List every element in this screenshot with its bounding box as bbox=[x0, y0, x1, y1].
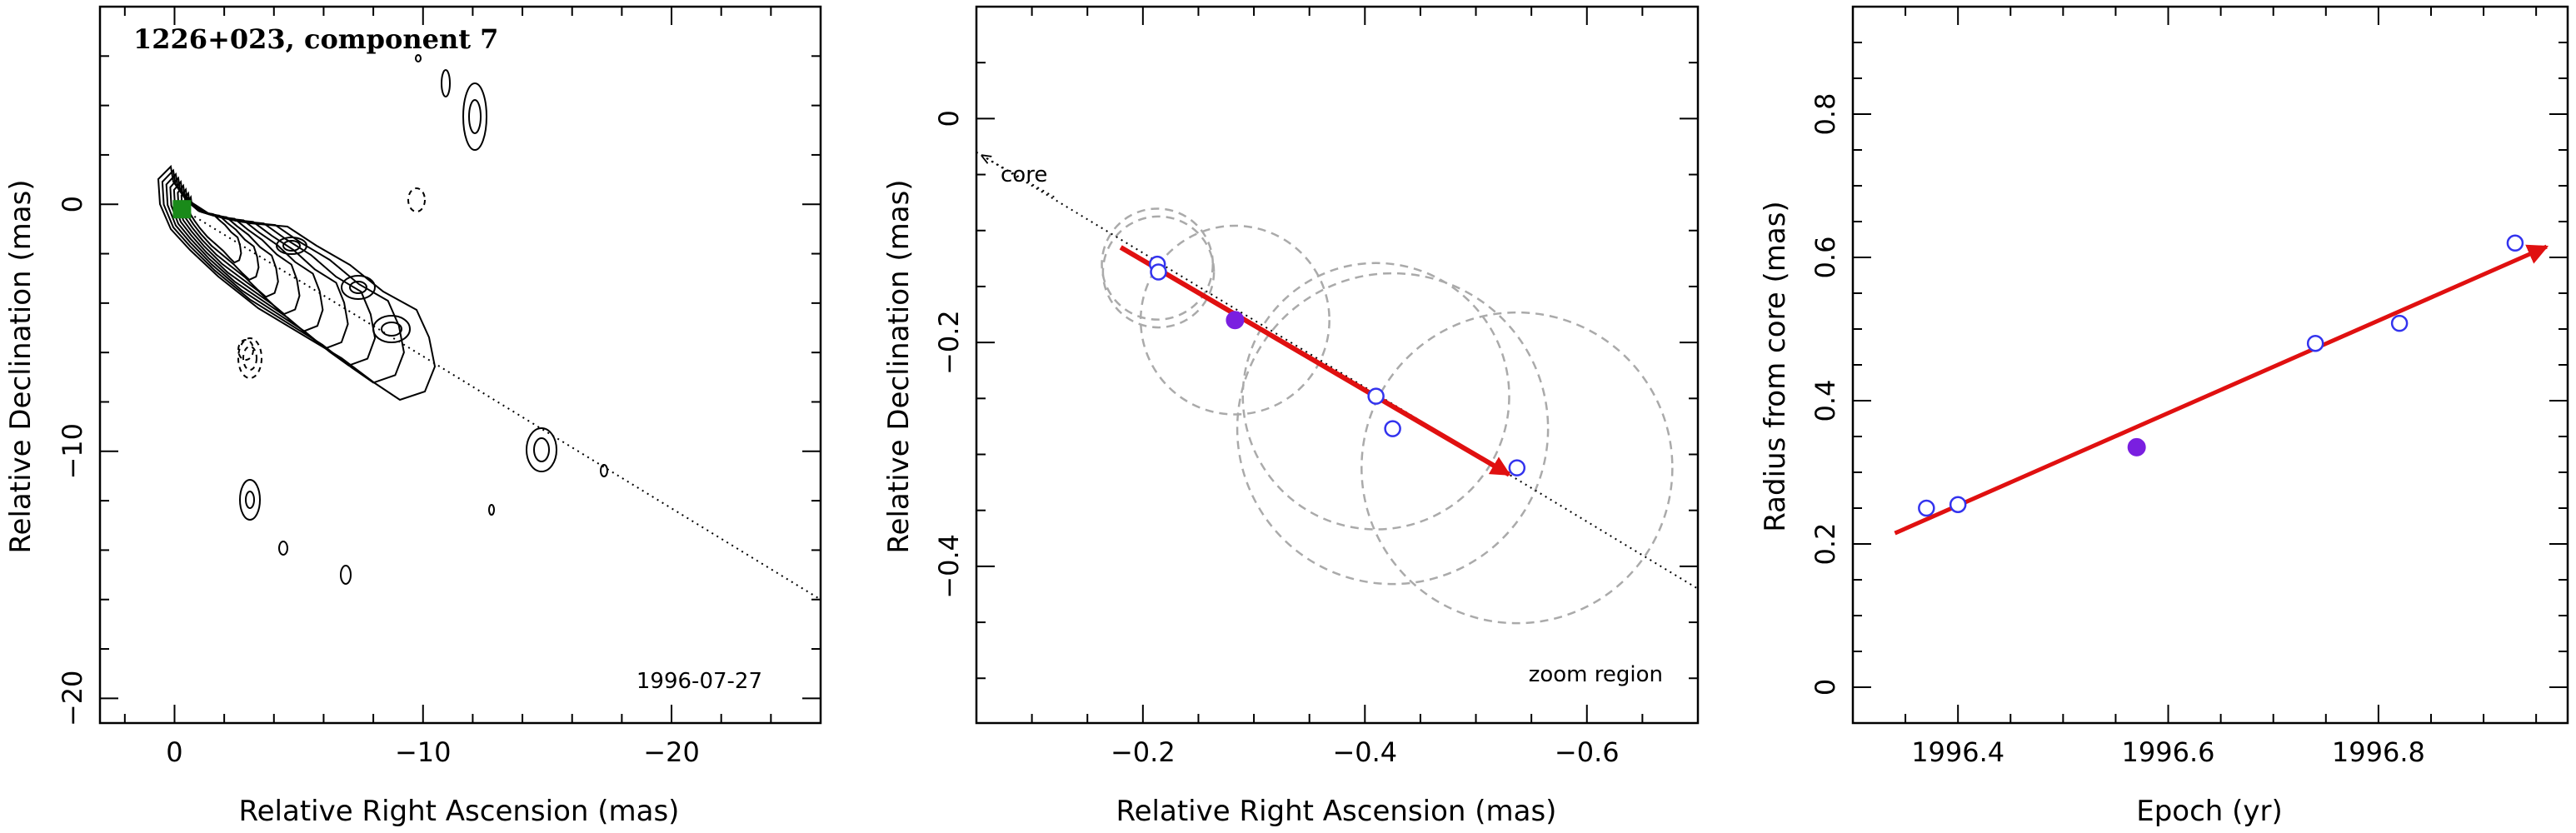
open-point bbox=[2390, 314, 2409, 332]
component-marker bbox=[172, 200, 192, 219]
contour-level bbox=[187, 195, 242, 264]
track-dotted-line bbox=[173, 203, 821, 601]
core-label: core bbox=[1001, 162, 1047, 187]
p3-ytick-label: 0.8 bbox=[1810, 93, 1841, 136]
negative-contour bbox=[242, 346, 257, 371]
open-point bbox=[1508, 459, 1526, 476]
isolated-contour bbox=[441, 69, 451, 97]
p2-ytick-label: 0 bbox=[933, 110, 965, 127]
panel1-xlabel: Relative Right Ascension (mas) bbox=[239, 795, 680, 828]
size-circle bbox=[1101, 215, 1216, 329]
size-circle bbox=[1139, 224, 1330, 416]
contour-knot bbox=[276, 237, 307, 255]
negative-contour bbox=[237, 337, 262, 379]
p3-frame bbox=[1851, 5, 2569, 725]
core-direction-arrow bbox=[982, 156, 1055, 198]
size-circle bbox=[1241, 262, 1510, 531]
isolated-contour bbox=[600, 464, 608, 477]
component-positions bbox=[1148, 255, 1526, 476]
motion-arrow-line bbox=[1119, 245, 1511, 477]
p2-xtick-label: −0.4 bbox=[1332, 736, 1397, 768]
open-point bbox=[1949, 496, 1967, 513]
jet-contours bbox=[157, 54, 608, 585]
panel3-xlabel: Epoch (yr) bbox=[2136, 795, 2283, 828]
p3-xtick-label: 1996.8 bbox=[2332, 736, 2425, 768]
size-circle bbox=[1236, 272, 1550, 586]
open-point bbox=[2506, 234, 2524, 252]
panel1-title: 1226+023, component 7 bbox=[133, 23, 498, 55]
p1-xtick-label: −20 bbox=[643, 736, 700, 768]
panel3-ylabel: Radius from core (mas) bbox=[1759, 201, 1792, 531]
open-point bbox=[1918, 499, 1935, 517]
component-track-line bbox=[173, 203, 821, 601]
contour-level bbox=[157, 164, 437, 402]
contour-map-panel: 0 −10 −20 0 −10 −20 1226+023, component 7 199… bbox=[4, 5, 822, 828]
isolated-contour bbox=[245, 491, 255, 509]
open-point bbox=[2306, 334, 2324, 352]
zoom-region-panel: −0.2 −0.4 −0.6 0 −0.2 −0.4 core zoom region R… bbox=[882, 5, 1700, 828]
component-size-circles bbox=[1101, 207, 1674, 625]
p3-ytick-label: 0.2 bbox=[1810, 523, 1841, 566]
contour-knot bbox=[372, 315, 411, 343]
contour-level bbox=[161, 168, 405, 384]
negative-contour bbox=[407, 187, 426, 212]
contour-knot bbox=[349, 281, 367, 294]
open-point bbox=[1384, 420, 1401, 437]
p2-xtick-label: −0.6 bbox=[1555, 736, 1620, 768]
p1-frame bbox=[98, 5, 822, 725]
core-track-line bbox=[976, 151, 1699, 590]
p1-ytick-label: −10 bbox=[57, 423, 88, 480]
p3-xtick-label: 1996.4 bbox=[1911, 736, 2004, 768]
isolated-contour bbox=[239, 479, 261, 521]
fit-arrow-line bbox=[1894, 244, 2549, 536]
panel1-ylabel: Relative Declination (mas) bbox=[4, 179, 37, 553]
p3-ytick-label: 0.6 bbox=[1810, 237, 1841, 279]
isolated-contour bbox=[415, 54, 422, 62]
p1-xtick-label: 0 bbox=[166, 736, 182, 768]
isolated-contour bbox=[278, 541, 288, 556]
open-point bbox=[1150, 263, 1167, 281]
panel1-date: 1996-07-27 bbox=[637, 669, 762, 694]
radius-vs-epoch-panel: 1996.4 1996.6 1996.8 0 0.2 0.4 0.6 0.8 Epoch (y… bbox=[1759, 5, 2569, 828]
contour-knot bbox=[341, 275, 376, 300]
contour-knot bbox=[282, 240, 301, 252]
open-point bbox=[1367, 387, 1385, 405]
p2-ytick-label: −0.2 bbox=[933, 310, 965, 375]
panel1-axes: 0 −10 −20 0 −10 −20 bbox=[57, 5, 822, 768]
zoom-region-label: zoom region bbox=[1529, 662, 1663, 687]
size-circle bbox=[1360, 311, 1674, 625]
radius-points bbox=[1918, 234, 2524, 517]
panel2-axes: −0.2 −0.4 −0.6 0 −0.2 −0.4 bbox=[933, 5, 1700, 768]
negative-contour bbox=[237, 339, 254, 361]
p1-ytick-label: −20 bbox=[57, 671, 88, 727]
isolated-contour bbox=[533, 437, 550, 462]
isolated-contour bbox=[526, 427, 557, 472]
isolated-contour bbox=[462, 82, 487, 151]
isolated-contour bbox=[340, 565, 352, 585]
contour-knot bbox=[381, 322, 402, 337]
p2-ytick-label: −0.4 bbox=[933, 534, 965, 599]
p3-ytick-label: 0.4 bbox=[1810, 380, 1841, 422]
fit-arrow bbox=[1894, 244, 2549, 536]
filled-point bbox=[2127, 437, 2146, 456]
p2-xtick-label: −0.2 bbox=[1111, 736, 1176, 768]
filled-point bbox=[1226, 311, 1245, 330]
p3-ytick-label: 0 bbox=[1810, 679, 1841, 696]
track-dotted-line bbox=[976, 151, 1699, 590]
isolated-contour bbox=[488, 504, 495, 516]
panel2-xlabel: Relative Right Ascension (mas) bbox=[1116, 795, 1557, 828]
panel2-ylabel: Relative Declination (mas) bbox=[882, 179, 916, 553]
p1-ytick-label: 0 bbox=[57, 196, 88, 212]
p1-xtick-label: −10 bbox=[395, 736, 452, 768]
panel3-axes: 1996.4 1996.6 1996.8 0 0.2 0.4 0.6 0.8 bbox=[1810, 5, 2569, 768]
p2-frame bbox=[975, 5, 1700, 725]
isolated-contour bbox=[468, 99, 482, 134]
motion-arrow bbox=[1119, 245, 1511, 477]
p3-xtick-label: 1996.6 bbox=[2122, 736, 2215, 768]
